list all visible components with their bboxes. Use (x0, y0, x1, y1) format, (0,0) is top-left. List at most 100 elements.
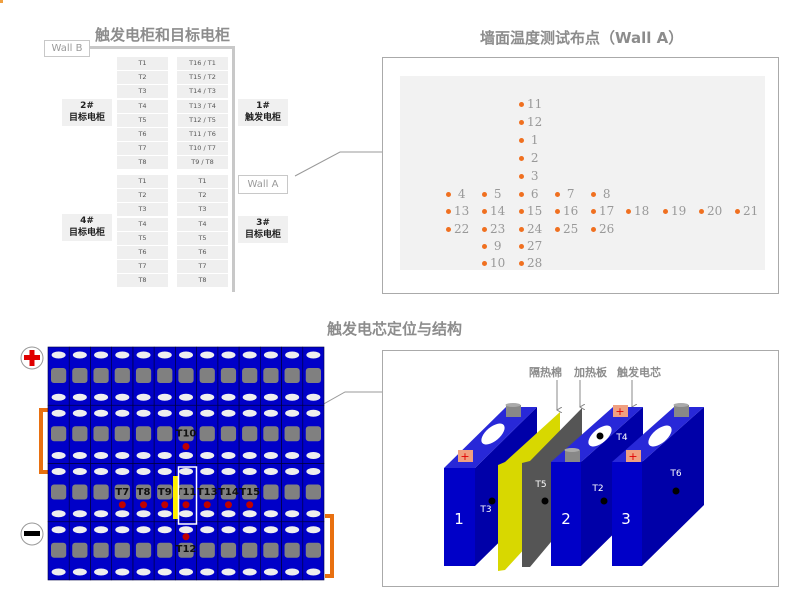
cell-vent-top (306, 409, 321, 417)
test-point-label: 25 (563, 222, 579, 236)
cell-terminal (157, 426, 173, 442)
cell-terminal (284, 368, 300, 383)
cell-vent-top (115, 468, 130, 475)
cell-vent-bottom (285, 452, 300, 459)
cell-terminal (178, 542, 194, 558)
cell-terminal (93, 368, 109, 383)
cabinet-cell: T10 / T7 (177, 142, 228, 157)
sensor-dot (600, 497, 608, 505)
cabinet-2-label: 2# 目标电柜 (62, 99, 112, 126)
cell-terminal (284, 426, 300, 442)
test-point-label: 6 (527, 187, 539, 201)
test-point-label: 11 (527, 97, 543, 111)
cell-terminal (157, 542, 173, 558)
cell-vent-bottom (263, 452, 278, 459)
test-point: 11 (519, 97, 542, 111)
cell-vent-top (285, 526, 300, 534)
cell-vent-top (200, 409, 215, 417)
cabinet-cell: T5 (177, 231, 228, 246)
cell-vent-bottom (94, 568, 109, 576)
cell-vent-top (157, 468, 172, 475)
test-point-dot (519, 138, 524, 143)
cabinet-cell: T11 / T6 (177, 128, 228, 142)
test-point-dot (555, 227, 560, 232)
cell-vent-bottom (200, 568, 215, 576)
cabinet-cell: T8 (117, 274, 168, 289)
cell-1-number: 1 (454, 510, 464, 528)
test-point: 24 (519, 222, 542, 236)
test-point: 17 (591, 204, 614, 218)
test-point-dot (519, 156, 524, 161)
cell-vent-bottom (306, 452, 321, 459)
cell-vent-bottom (51, 393, 66, 401)
cell-vent-bottom (179, 510, 193, 518)
test-point-dot (591, 192, 596, 197)
wall-a-callout-line (294, 151, 382, 177)
sensor-label-t7: T7 (115, 487, 129, 498)
cell-vent-bottom (51, 510, 66, 518)
test-point-label: 12 (527, 115, 543, 129)
sensor-dot (140, 501, 148, 509)
test-point: 4 (446, 187, 465, 201)
test-point-dot (519, 227, 524, 232)
test-point-label: 27 (527, 239, 543, 253)
cell-vent-top (306, 526, 321, 534)
cabinet-cell: T5 (117, 113, 168, 128)
heater-plate (173, 476, 178, 519)
cell-vent-bottom (221, 510, 236, 518)
cell-terminal (72, 426, 88, 442)
sensor-dot (203, 501, 211, 509)
cell-vent-bottom (136, 393, 151, 401)
test-point-label: 21 (743, 204, 759, 218)
cell-vent-bottom (263, 510, 278, 518)
cabinet-2-num: 2# (80, 101, 94, 111)
sensor-t5-label: T5 (534, 480, 546, 490)
test-point: 27 (519, 239, 542, 253)
sensor-label-t8: T8 (137, 487, 151, 498)
cell-vent-bottom (157, 393, 172, 401)
cabinet-cell: T4 (117, 217, 168, 232)
cell-terminal (199, 426, 215, 442)
cabinet-3-label: 3# 目标电柜 (238, 216, 288, 243)
cell-terminal (51, 542, 67, 558)
test-point: 26 (591, 222, 614, 236)
cell-terminal (263, 484, 279, 500)
test-point: 9 (482, 239, 501, 253)
cell-terminal (178, 426, 194, 442)
test-point-dot (626, 209, 631, 214)
cell-vent-top (94, 468, 109, 475)
cell-vent-bottom (72, 452, 87, 459)
test-point: 5 (482, 187, 501, 201)
cabinet-cell: T8 (177, 274, 228, 289)
test-point: 6 (519, 187, 538, 201)
cell-vent-bottom (115, 510, 130, 518)
cabinet-cell: T15 / T2 (177, 71, 228, 86)
cell-terminal (178, 368, 194, 383)
cell-vent-bottom (242, 393, 257, 401)
cell-vent-bottom (179, 393, 193, 401)
sensor-label-t13: T13 (197, 487, 218, 498)
cell-vent-bottom (285, 568, 300, 576)
cell-vent-bottom (221, 393, 236, 401)
cabinet-4-num: 4# (80, 216, 94, 226)
test-point-dot (699, 209, 704, 214)
cell-terminal (220, 368, 237, 383)
cell-vent-bottom (200, 510, 215, 518)
test-point-label: 18 (634, 204, 650, 218)
test-point-dot (446, 192, 451, 197)
test-point-dot (519, 174, 524, 179)
cell-vent-top (285, 351, 300, 359)
cell-vent-top (263, 468, 278, 475)
wall-a-panel (382, 57, 779, 294)
test-point: 13 (446, 204, 469, 218)
cell-vent-top (94, 351, 109, 359)
cell-terminal (135, 484, 152, 500)
test-point-label: 9 (490, 239, 502, 253)
test-point-dot (735, 209, 740, 214)
cabinet-cell: T3 (117, 85, 168, 100)
cell-vent-bottom (94, 452, 109, 459)
cell-terminal (157, 368, 173, 383)
cell-vent-top (136, 351, 151, 359)
cell-vent-bottom (306, 568, 321, 576)
cell-vent-top (179, 526, 193, 534)
